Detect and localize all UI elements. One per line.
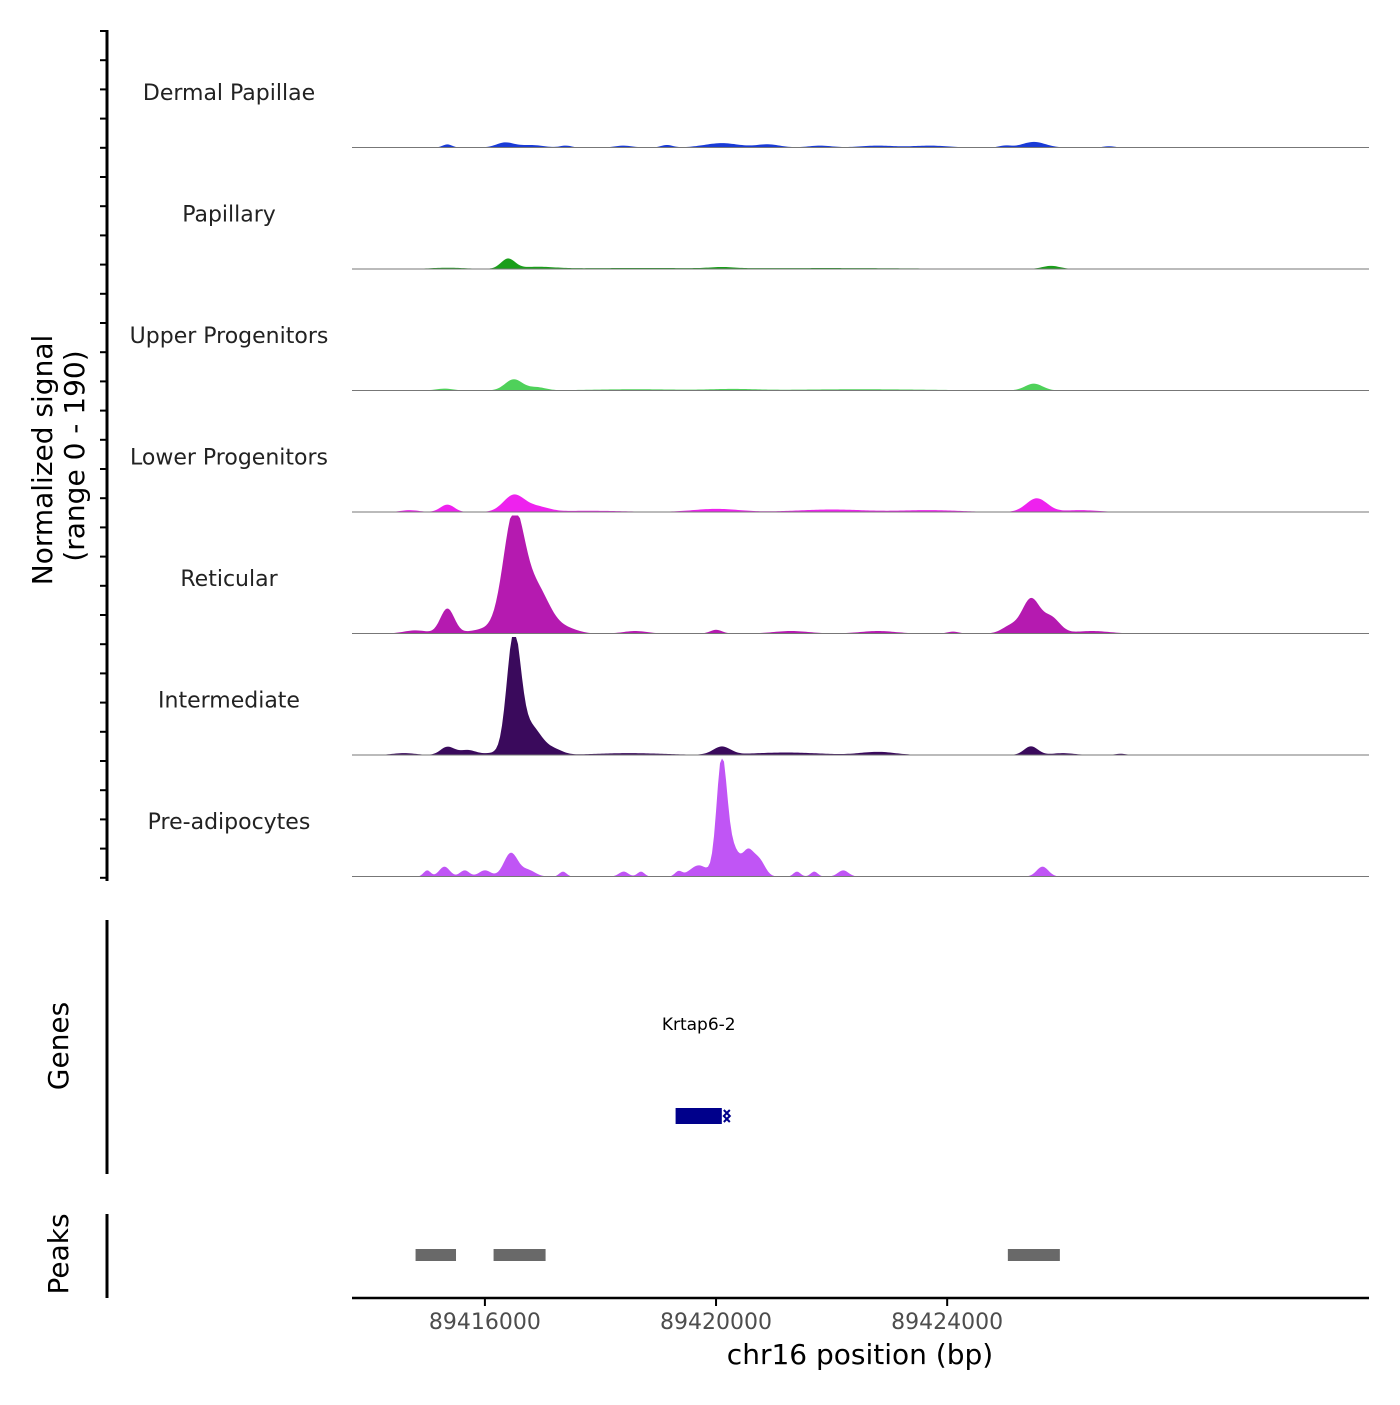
y-axis-title-line2: (range 0 - 190) bbox=[58, 350, 91, 561]
gene-annotations: Krtap6-2 bbox=[662, 1015, 736, 1124]
track-label: Pre-adipocytes bbox=[148, 810, 311, 835]
signal-area bbox=[352, 379, 1369, 391]
peaks-panel-title: Peaks bbox=[42, 1213, 75, 1294]
track-label: Upper Progenitors bbox=[130, 324, 329, 349]
signal-area bbox=[352, 258, 1369, 269]
coverage-tracks: Dermal Papillae Papillary Upper Progenitor… bbox=[130, 81, 1369, 877]
track-label: Reticular bbox=[180, 567, 278, 592]
signal-area bbox=[352, 515, 1369, 634]
track-label: Lower Progenitors bbox=[130, 446, 328, 471]
signal-area bbox=[352, 141, 1369, 148]
track-lower-progenitors: Lower Progenitors bbox=[130, 446, 1369, 513]
track-pre-adipocytes: Pre-adipocytes bbox=[148, 758, 1369, 877]
x-axis-title: chr16 position (bp) bbox=[727, 1338, 993, 1371]
x-axis-ticks: 89416000 89420000 89424000 bbox=[429, 1298, 1003, 1335]
signal-area bbox=[352, 758, 1369, 877]
track-dermal-papillae: Dermal Papillae bbox=[143, 81, 1369, 148]
x-tick-label: 89420000 bbox=[660, 1310, 772, 1335]
x-tick-label: 89416000 bbox=[429, 1310, 541, 1335]
track-label: Papillary bbox=[182, 203, 276, 228]
signal-y-axis bbox=[100, 30, 109, 881]
genes-panel-title: Genes bbox=[42, 1002, 75, 1090]
y-axis-title-line1: Normalized signal bbox=[26, 335, 59, 586]
track-label: Intermediate bbox=[158, 689, 300, 714]
signal-area bbox=[352, 494, 1369, 512]
x-tick-label: 89424000 bbox=[891, 1310, 1003, 1335]
gene-body bbox=[675, 1108, 722, 1124]
track-label: Dermal Papillae bbox=[143, 81, 315, 106]
gene-strand-marker bbox=[722, 1109, 732, 1123]
track-reticular: Reticular bbox=[180, 515, 1369, 634]
track-upper-progenitors: Upper Progenitors bbox=[130, 324, 1369, 391]
track-papillary: Papillary bbox=[182, 203, 1369, 270]
peak-region bbox=[1007, 1249, 1060, 1261]
gene-label: Krtap6-2 bbox=[662, 1015, 736, 1035]
signal-area bbox=[352, 637, 1369, 755]
track-intermediate: Intermediate bbox=[158, 637, 1369, 756]
peak-region bbox=[415, 1249, 457, 1261]
peak-regions bbox=[415, 1249, 1060, 1261]
peak-region bbox=[493, 1249, 546, 1261]
